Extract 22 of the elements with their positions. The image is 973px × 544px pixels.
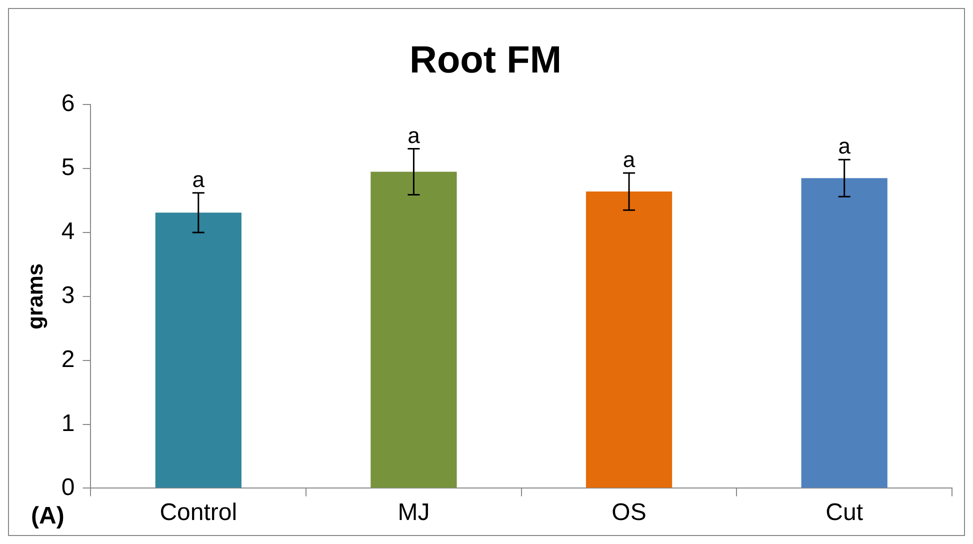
- y-tick-label: 2: [61, 346, 75, 373]
- annotation: a: [838, 134, 852, 159]
- y-tick-label: 3: [61, 282, 75, 310]
- y-axis-title: grams: [22, 263, 48, 330]
- bar: [801, 178, 888, 488]
- bar: [155, 212, 242, 488]
- y-tick-label: 0: [61, 474, 75, 501]
- y-tick-label: 6: [61, 90, 75, 118]
- x-tick-label: OS: [612, 499, 646, 526]
- bar: [370, 172, 457, 488]
- x-tick-label: Cut: [826, 499, 864, 526]
- text: (A): [31, 502, 64, 530]
- annotation: a: [622, 147, 636, 172]
- y-tick-label: 5: [61, 154, 75, 182]
- bar: [586, 192, 672, 488]
- y-tick-label: 4: [61, 218, 75, 246]
- annotation: a: [408, 122, 421, 148]
- y-tick-label: 1: [61, 410, 75, 437]
- x-tick-label: MJ: [398, 499, 430, 526]
- annotation: a: [192, 166, 206, 192]
- chart-title: Root FM: [410, 39, 562, 82]
- x-tick-label: Control: [160, 499, 238, 526]
